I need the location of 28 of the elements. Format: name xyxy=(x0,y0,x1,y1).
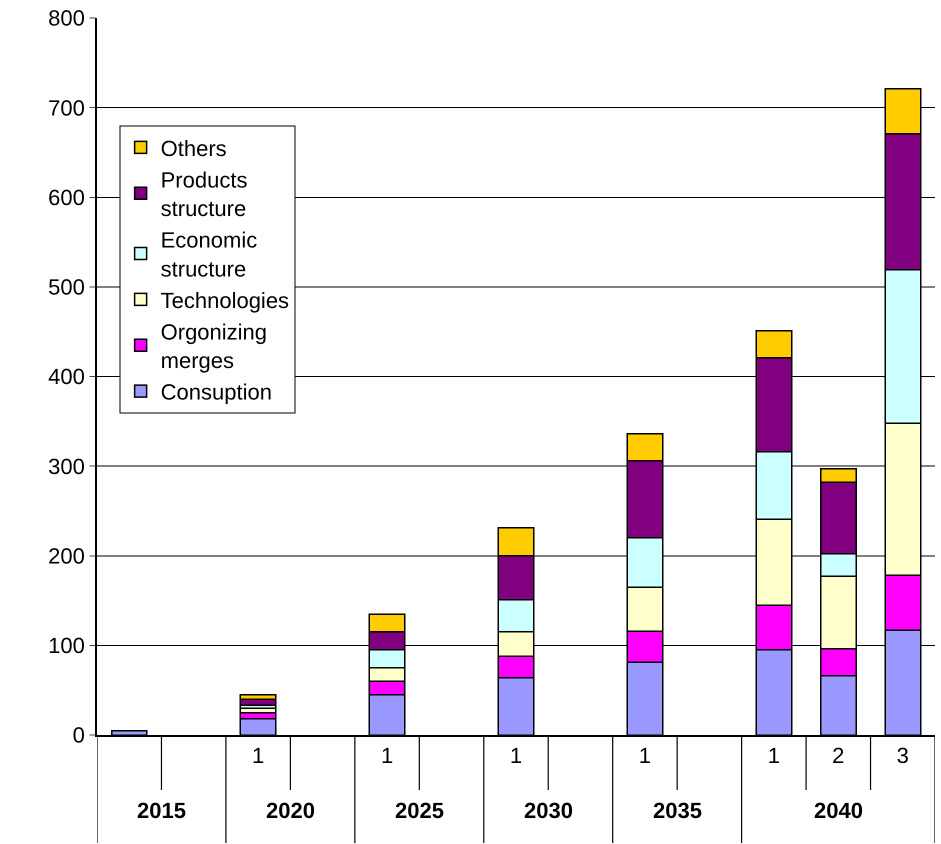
text: 2015 xyxy=(137,798,186,823)
x-tick-label: 1 xyxy=(510,743,522,768)
y-tick-label: 100 xyxy=(48,633,85,658)
x-tick-label: 1 xyxy=(638,743,652,768)
legend-label: Economic structure xyxy=(160,228,258,282)
y-tick-label: 500 xyxy=(48,274,85,300)
y-tick-label: 700 xyxy=(48,95,85,120)
y-tick-label: 400 xyxy=(48,364,85,390)
y-tick-label: 300 xyxy=(48,454,85,479)
x-tick-label: 1 xyxy=(768,743,780,768)
x-tick-label: 1 xyxy=(252,743,264,768)
legend-label: Products structure xyxy=(160,168,248,222)
text: 2025 xyxy=(395,798,444,823)
y-tick-label: 800 xyxy=(48,6,85,31)
y-tick-label: 200 xyxy=(48,543,85,568)
text: 2020 xyxy=(266,798,315,823)
x-tick-label: 3 xyxy=(896,743,909,768)
text: 2035 xyxy=(653,798,702,823)
text: 2040 xyxy=(814,798,863,823)
x-tick-label: 2 xyxy=(832,743,844,768)
legend-label: Consuption xyxy=(160,380,272,405)
legend-label: Orgonizing merges xyxy=(160,320,268,374)
legend-label: Others xyxy=(160,136,227,161)
legend-label: Technologies xyxy=(160,288,290,313)
text: 2030 xyxy=(524,798,573,823)
x-tick-label: 1 xyxy=(380,743,394,768)
y-tick-label: 600 xyxy=(48,184,85,210)
y-tick-label: 0 xyxy=(72,722,85,748)
